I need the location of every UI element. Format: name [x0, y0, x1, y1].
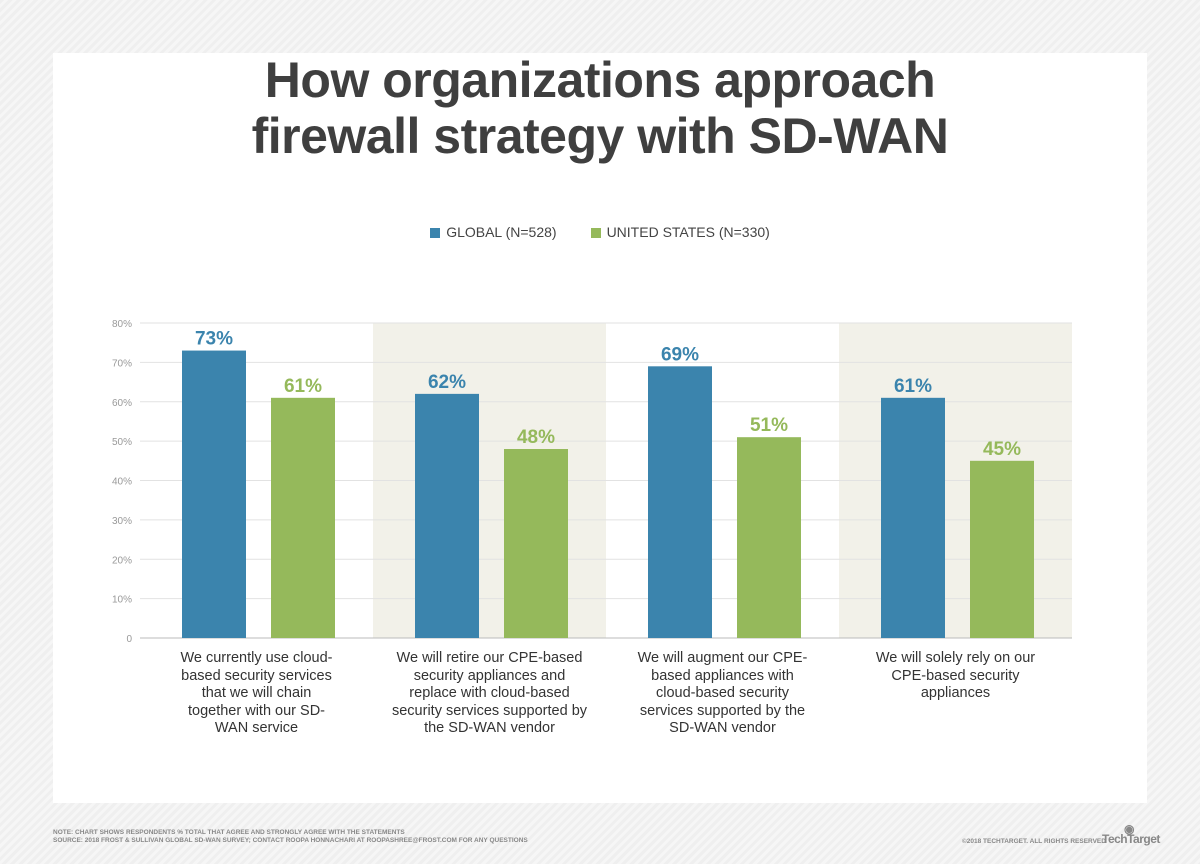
data-label: 45% — [983, 439, 1021, 460]
legend-label: GLOBAL (N=528) — [446, 224, 557, 240]
y-tick-label: 10% — [112, 595, 132, 606]
note-text: NOTE: CHART SHOWS RESPONDENTS % TOTAL TH… — [53, 829, 405, 836]
bar-global — [182, 350, 246, 638]
legend-swatch-us — [590, 228, 601, 238]
bar-us — [737, 437, 801, 638]
legend-item-us: UNITED STATES (N=330) — [590, 224, 770, 240]
title-line-1: How organizations approach — [264, 52, 936, 108]
y-tick-label: 50% — [112, 437, 132, 448]
title-line-2: firewall strategy with SD-WAN — [251, 108, 949, 164]
category-label: We currently use cloud-based security se… — [180, 650, 333, 736]
data-label: 69% — [661, 344, 699, 365]
y-tick-label: 70% — [112, 358, 132, 369]
legend-item-global: GLOBAL (N=528) — [430, 224, 557, 240]
logo-text: TechTarget — [1102, 832, 1160, 846]
copyright: ©2018 TECHTARGET. ALL RIGHTS RESERVED — [962, 838, 1106, 845]
legend: GLOBAL (N=528) UNITED STATES (N=330) — [0, 224, 1200, 240]
legend-label: UNITED STATES (N=330) — [606, 224, 770, 240]
chart-title: How organizations approach firewall stra… — [0, 52, 1200, 164]
data-label: 62% — [428, 372, 466, 393]
y-tick-label: 80% — [112, 319, 132, 330]
bar-global — [881, 397, 945, 638]
bar-us — [271, 397, 335, 638]
data-label: 51% — [750, 415, 788, 436]
eye-icon: ◉ — [1124, 822, 1134, 836]
bar-global — [648, 366, 712, 638]
footnote: NOTE: CHART SHOWS RESPONDENTS % TOTAL TH… — [53, 829, 528, 845]
data-label: 61% — [284, 376, 322, 397]
bar-global — [415, 393, 479, 638]
y-tick-label: 20% — [112, 555, 132, 566]
category-label: We will solely rely on our CPE-based sec… — [875, 650, 1036, 701]
data-label: 48% — [517, 427, 555, 448]
category-label: We will retire our CPE-based security ap… — [391, 650, 588, 736]
data-label: 73% — [195, 329, 233, 350]
data-label: 61% — [894, 376, 932, 397]
y-tick-label: 30% — [112, 516, 132, 527]
techtarget-logo: ◉ TechTarget — [1102, 822, 1160, 846]
category-label: We will augment our CPE-based appliances… — [637, 650, 808, 736]
y-tick-label: 60% — [112, 398, 132, 409]
y-tick-label: 40% — [112, 477, 132, 488]
bar-us — [504, 449, 568, 638]
bar-us — [970, 460, 1034, 638]
legend-swatch-global — [430, 228, 441, 238]
y-tick-label: 0 — [126, 634, 132, 645]
source-text: SOURCE: 2018 FROST & SULLIVAN GLOBAL SD-… — [53, 837, 528, 844]
